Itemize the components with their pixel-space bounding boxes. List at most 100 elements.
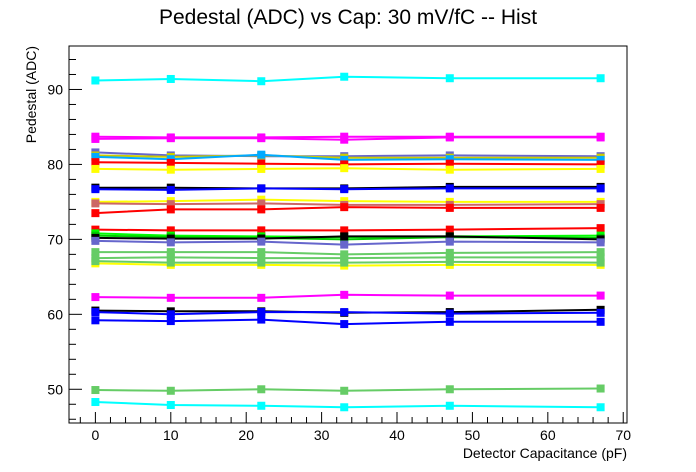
- data-point-marker: [257, 199, 266, 208]
- series-line: [95, 311, 601, 316]
- data-point-marker: [340, 308, 349, 317]
- data-point-marker: [91, 293, 100, 302]
- data-point-marker: [445, 225, 454, 234]
- x-tick-label: 30: [314, 427, 330, 443]
- series-line: [95, 401, 601, 409]
- data-point-marker: [91, 185, 100, 194]
- data-point-marker: [91, 134, 100, 143]
- data-point-marker: [91, 152, 100, 161]
- series-line: [95, 75, 601, 83]
- x-tick-label: 0: [91, 427, 99, 443]
- data-point-marker: [596, 203, 605, 212]
- data-point-marker: [91, 236, 100, 245]
- data-point-marker: [166, 158, 175, 167]
- data-point-marker: [257, 184, 266, 193]
- data-point-marker: [596, 253, 605, 262]
- data-point-marker: [340, 258, 349, 267]
- data-point-marker: [166, 74, 175, 83]
- data-point-marker: [596, 74, 605, 83]
- data-point-marker: [596, 248, 605, 257]
- data-point-marker: [166, 248, 175, 257]
- data-point-marker: [340, 290, 349, 299]
- data-point-marker: [91, 316, 100, 325]
- data-point-marker: [166, 226, 175, 235]
- series-line: [95, 187, 601, 191]
- plot-area: 0 10 20 30 40 50 60 70 50 60 70 80 90: [47, 45, 631, 443]
- data-point-marker: [340, 135, 349, 144]
- data-point-marker: [596, 317, 605, 326]
- data-point-marker: [445, 253, 454, 262]
- series-line: [95, 293, 601, 299]
- data-point-marker: [257, 134, 266, 143]
- data-point-marker: [596, 403, 605, 412]
- data-point-marker: [166, 401, 175, 410]
- data-point-marker: [91, 398, 100, 407]
- series-line: [95, 161, 601, 166]
- data-point-marker: [166, 317, 175, 326]
- data-point-marker: [257, 226, 266, 235]
- data-point-marker: [257, 150, 266, 159]
- series-line: [95, 262, 601, 267]
- y-tick-label: 80: [47, 156, 63, 172]
- data-point-marker: [340, 232, 349, 241]
- data-point-marker: [596, 184, 605, 193]
- x-tick-label: 70: [615, 427, 631, 443]
- data-point-marker: [91, 199, 100, 208]
- data-point-marker: [340, 164, 349, 173]
- series-line: [95, 251, 601, 256]
- y-axis-label: Pedestal (ADC): [23, 46, 39, 143]
- x-tick-label: 50: [465, 427, 481, 443]
- data-point-marker: [257, 164, 266, 173]
- data-point-marker: [445, 133, 454, 142]
- data-point-marker: [596, 164, 605, 173]
- x-tick-label: 10: [163, 427, 179, 443]
- data-point-marker: [340, 185, 349, 194]
- series-line: [95, 202, 601, 206]
- chart-title: Pedestal (ADC) vs Cap: 30 mV/fC -- Hist: [159, 6, 537, 29]
- data-point-marker: [445, 248, 454, 257]
- data-point-marker: [257, 385, 266, 394]
- x-axis-label: Detector Capacitance (pF): [463, 445, 627, 461]
- data-point-marker: [445, 165, 454, 174]
- data-point-marker: [596, 155, 605, 164]
- data-point-marker: [445, 385, 454, 394]
- data-point-marker: [340, 72, 349, 81]
- data-point-marker: [166, 238, 175, 247]
- data-point-marker: [257, 205, 266, 214]
- data-point-marker: [445, 309, 454, 318]
- data-point-marker: [445, 257, 454, 266]
- data-point-marker: [445, 317, 454, 326]
- data-point-marker: [445, 184, 454, 193]
- data-point-marker: [91, 209, 100, 218]
- data-point-marker: [340, 403, 349, 412]
- plot-frame: [68, 45, 628, 424]
- data-point-marker: [166, 205, 175, 214]
- data-point-marker: [340, 386, 349, 395]
- data-point-marker: [166, 258, 175, 267]
- y-tick-label: 50: [47, 381, 63, 397]
- data-point-marker: [257, 77, 266, 86]
- data-point-marker: [445, 159, 454, 168]
- data-point-marker: [596, 258, 605, 267]
- data-point-marker: [91, 248, 100, 257]
- data-point-marker: [596, 308, 605, 317]
- data-point-marker: [166, 165, 175, 174]
- series-line: [95, 318, 601, 326]
- data-point-marker: [166, 310, 175, 319]
- series-line: [95, 227, 601, 232]
- data-point-marker: [257, 248, 266, 257]
- data-point-marker: [166, 253, 175, 262]
- y-tick-label: 90: [47, 81, 63, 97]
- data-point-marker: [596, 384, 605, 393]
- data-point-marker: [91, 386, 100, 395]
- data-point-marker: [445, 203, 454, 212]
- data-point-marker: [340, 240, 349, 249]
- x-tick-label: 40: [389, 427, 405, 443]
- data-point-marker: [340, 320, 349, 329]
- x-tick-label: 60: [540, 427, 556, 443]
- data-point-marker: [445, 401, 454, 410]
- data-point-marker: [166, 185, 175, 194]
- data-point-marker: [91, 158, 100, 167]
- x-tick-label: 20: [238, 427, 254, 443]
